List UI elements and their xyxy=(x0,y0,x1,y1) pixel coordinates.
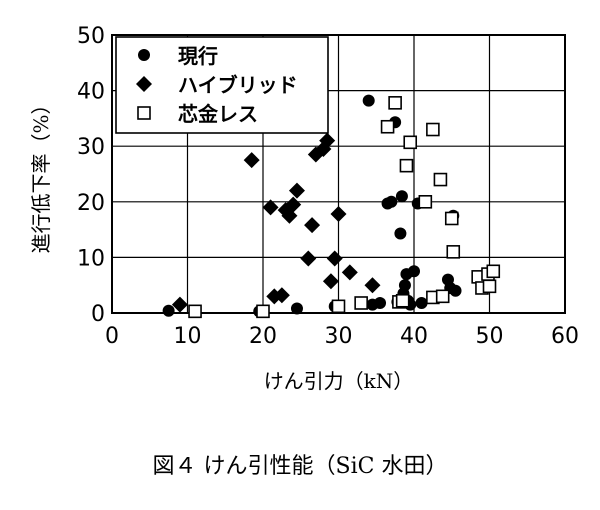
x-tick-label: 60 xyxy=(551,324,579,349)
data-point xyxy=(426,122,440,137)
legend-marker xyxy=(136,76,152,92)
y-tick-label: 20 xyxy=(77,191,105,216)
data-point xyxy=(415,296,428,309)
data-point xyxy=(262,199,279,216)
data-point xyxy=(408,265,420,278)
data-points xyxy=(162,94,501,319)
y-tick-label: 50 xyxy=(77,24,105,49)
data-point xyxy=(449,284,462,297)
figure-caption: 図４ けん引性能（SiC 水田） xyxy=(152,454,448,479)
data-point xyxy=(374,296,387,309)
data-point xyxy=(162,304,175,317)
x-tick-label: 0 xyxy=(105,324,119,349)
data-point xyxy=(398,279,411,292)
data-point xyxy=(341,264,358,281)
x-tick-label: 10 xyxy=(174,324,202,349)
legend-label: 芯金レス xyxy=(178,102,258,126)
data-point xyxy=(364,277,381,294)
legend-label: 現行 xyxy=(178,44,218,68)
data-point xyxy=(399,158,414,173)
y-axis-label: 進行低下率（%） xyxy=(29,94,53,253)
data-point xyxy=(288,182,305,199)
data-point xyxy=(486,264,501,279)
data-point xyxy=(285,196,302,213)
data-point xyxy=(273,287,290,304)
x-tick-label: 40 xyxy=(400,324,428,349)
data-point xyxy=(243,152,260,169)
data-point xyxy=(331,299,346,314)
x-tick-label: 30 xyxy=(325,324,353,349)
tick-labels: 0 10 20 30 40 50 60 0 10 20 30 40 50 xyxy=(77,24,579,349)
data-point xyxy=(433,172,448,187)
data-point xyxy=(444,211,459,226)
data-point xyxy=(290,302,303,315)
legend-marker xyxy=(137,106,151,120)
legend-box xyxy=(115,36,329,134)
data-point xyxy=(354,296,368,310)
data-point xyxy=(388,96,402,110)
data-point xyxy=(395,190,408,203)
x-tick-label: 50 xyxy=(476,324,504,349)
y-tick-label: 40 xyxy=(77,80,105,105)
data-point xyxy=(380,119,395,134)
data-point xyxy=(435,289,450,304)
data-point xyxy=(326,250,343,267)
data-point xyxy=(300,250,317,267)
legend-label: ハイブリッド xyxy=(178,73,298,97)
data-point xyxy=(446,245,461,259)
data-point xyxy=(362,94,375,107)
data-point xyxy=(322,273,339,290)
x-axis-label: けん引力（kN） xyxy=(264,369,414,393)
y-tick-label: 0 xyxy=(91,302,105,327)
x-tick-label: 20 xyxy=(249,324,277,349)
data-point xyxy=(256,304,270,319)
data-point xyxy=(482,279,497,294)
legend-marker xyxy=(138,49,150,61)
data-point xyxy=(171,296,188,313)
data-point xyxy=(304,217,321,234)
data-point xyxy=(394,227,407,240)
data-point xyxy=(330,206,347,223)
data-point xyxy=(188,304,202,319)
data-point xyxy=(385,195,398,208)
data-point xyxy=(319,132,336,149)
data-point xyxy=(395,293,410,308)
data-point xyxy=(418,195,433,209)
y-tick-label: 10 xyxy=(77,246,105,271)
data-point xyxy=(403,135,418,150)
y-tick-label: 30 xyxy=(77,135,105,160)
